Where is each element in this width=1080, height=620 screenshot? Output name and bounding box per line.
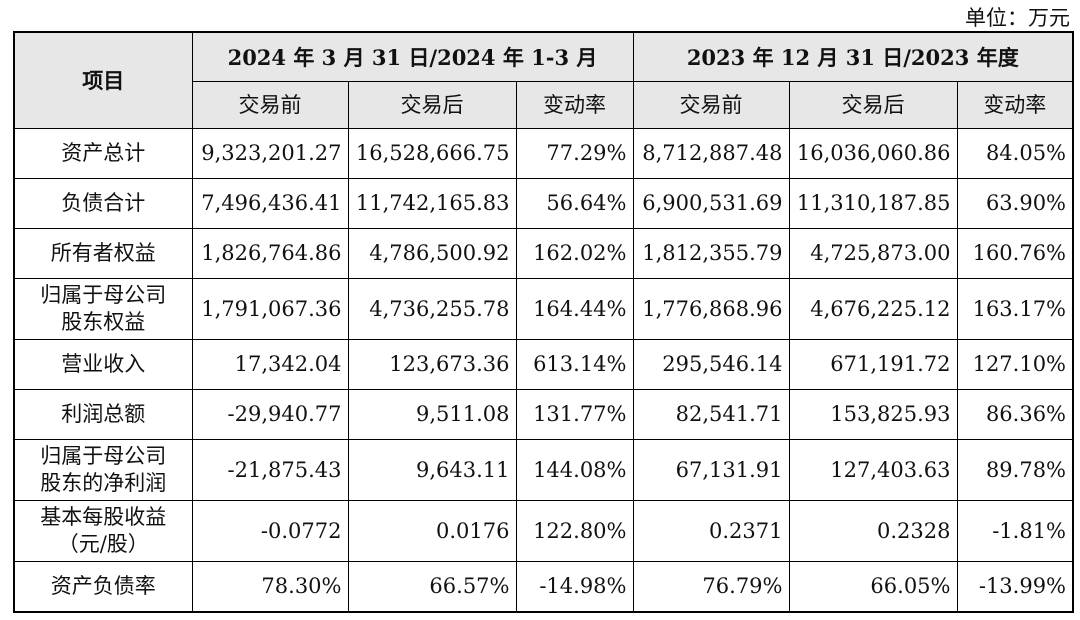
row-label: 归属于母公司 股东权益 xyxy=(13,278,193,340)
row-label: 基本每股收益 （元/股） xyxy=(13,500,193,562)
row-label: 归属于母公司 股东的净利润 xyxy=(13,439,193,501)
table-cell: 4,736,255.78 xyxy=(347,278,517,340)
table-row: 负债合计 7,496,436.41 11,742,165.83 56.64% 6,900… xyxy=(13,178,1074,229)
table-cell: 7,496,436.41 xyxy=(191,178,349,229)
table-cell: 16,036,060.86 xyxy=(788,128,958,179)
table-cell: 153,825.93 xyxy=(788,389,958,440)
table-cell: 162.02% xyxy=(515,228,634,279)
table-cell: 89.78% xyxy=(956,439,1074,501)
table-row: 归属于母公司 股东权益 1,791,067.36 4,736,255.78 164.44… xyxy=(13,278,1074,340)
table-cell: 1,791,067.36 xyxy=(191,278,349,340)
row-label: 营业收入 xyxy=(13,339,193,390)
table-row: 利润总额 -29,940.77 9,511.08 131.77% 82,541.71 15… xyxy=(13,389,1074,440)
table-cell: 17,342.04 xyxy=(191,339,349,390)
table-cell: 67,131.91 xyxy=(632,439,790,501)
header-before-2024: 交易前 xyxy=(191,81,349,129)
table-cell: 163.17% xyxy=(956,278,1074,340)
table-cell: 84.05% xyxy=(956,128,1074,179)
table-cell: 8,712,887.48 xyxy=(632,128,790,179)
table-row: 所有者权益 1,826,764.86 4,786,500.92 162.02% 1,81… xyxy=(13,228,1074,279)
table-cell: 78.30% xyxy=(191,561,349,612)
table-row: 归属于母公司 股东的净利润 -21,875.43 9,643.11 144.08% 67,… xyxy=(13,439,1074,501)
table-cell: 1,776,868.96 xyxy=(632,278,790,340)
table-row: 资产总计 9,323,201.27 16,528,666.75 77.29% 8,712… xyxy=(13,128,1074,179)
table-cell: -13.99% xyxy=(956,561,1074,612)
header-change-2023: 变动率 xyxy=(956,81,1074,129)
table-cell: 66.57% xyxy=(347,561,517,612)
table-cell: 4,676,225.12 xyxy=(788,278,958,340)
table-row: 基本每股收益 （元/股） -0.0772 0.0176 122.80% 0.2371 0.2… xyxy=(13,500,1074,562)
row-label: 所有者权益 xyxy=(13,228,193,279)
table-cell: 0.2328 xyxy=(788,500,958,562)
row-label: 资产负债率 xyxy=(13,561,193,612)
table-cell: 127,403.63 xyxy=(788,439,958,501)
unit-label: 单位：万元 xyxy=(965,6,1070,30)
table-cell: 16,528,666.75 xyxy=(347,128,517,179)
table-cell: 671,191.72 xyxy=(788,339,958,390)
table-cell: 86.36% xyxy=(956,389,1074,440)
table-cell: 0.2371 xyxy=(632,500,790,562)
table-cell: 9,511.08 xyxy=(347,389,517,440)
header-before-2023: 交易前 xyxy=(632,81,790,129)
header-after-2024: 交易后 xyxy=(347,81,517,129)
table-cell: 0.0176 xyxy=(347,500,517,562)
table-cell: 4,725,873.00 xyxy=(788,228,958,279)
header-item: 项目 xyxy=(13,31,193,129)
table-cell: 11,310,187.85 xyxy=(788,178,958,229)
table-cell: -0.0772 xyxy=(191,500,349,562)
table-cell: 9,643.11 xyxy=(347,439,517,501)
row-label: 负债合计 xyxy=(13,178,193,229)
table-cell: 56.64% xyxy=(515,178,634,229)
table-cell: 613.14% xyxy=(515,339,634,390)
table-cell: -21,875.43 xyxy=(191,439,349,501)
financial-table: 项目 2024 年 3 月 31 日/2024 年 1-3 月 2023 年 1… xyxy=(13,31,1075,613)
header-change-2024: 变动率 xyxy=(515,81,634,129)
table-cell: 9,323,201.27 xyxy=(191,128,349,179)
table-cell: 4,786,500.92 xyxy=(347,228,517,279)
table-row: 营业收入 17,342.04 123,673.36 613.14% 295,546.14… xyxy=(13,339,1074,390)
table-cell: 63.90% xyxy=(956,178,1074,229)
table-cell: 6,900,531.69 xyxy=(632,178,790,229)
table-cell: 1,826,764.86 xyxy=(191,228,349,279)
table-cell: 1,812,355.79 xyxy=(632,228,790,279)
table-cell: 131.77% xyxy=(515,389,634,440)
header-period-2024: 2024 年 3 月 31 日/2024 年 1-3 月 xyxy=(191,31,634,82)
table-cell: 127.10% xyxy=(956,339,1074,390)
row-label: 利润总额 xyxy=(13,389,193,440)
table-cell: 160.76% xyxy=(956,228,1074,279)
table-cell: 76.79% xyxy=(632,561,790,612)
header-after-2023: 交易后 xyxy=(788,81,958,129)
row-label: 资产总计 xyxy=(13,128,193,179)
table-cell: -29,940.77 xyxy=(191,389,349,440)
table-row: 资产负债率 78.30% 66.57% -14.98% 76.79% 66.05% -13.… xyxy=(13,561,1074,612)
table-cell: 144.08% xyxy=(515,439,634,501)
table-cell: 123,673.36 xyxy=(347,339,517,390)
table-cell: 77.29% xyxy=(515,128,634,179)
table-cell: 122.80% xyxy=(515,500,634,562)
table-cell: 66.05% xyxy=(788,561,958,612)
table-cell: 11,742,165.83 xyxy=(347,178,517,229)
table-cell: 164.44% xyxy=(515,278,634,340)
header-period-2023: 2023 年 12 月 31 日/2023 年度 xyxy=(632,31,1074,82)
table-cell: 295,546.14 xyxy=(632,339,790,390)
table-cell: -14.98% xyxy=(515,561,634,612)
table-cell: -1.81% xyxy=(956,500,1074,562)
table-body: 资产总计 9,323,201.27 16,528,666.75 77.29% 8,712… xyxy=(13,128,1074,612)
table-cell: 82,541.71 xyxy=(632,389,790,440)
